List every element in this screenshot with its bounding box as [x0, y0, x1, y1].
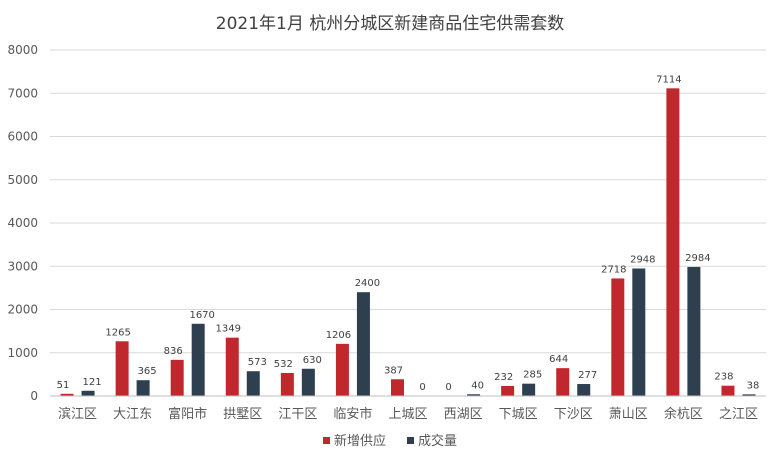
y-tick-label: 0	[30, 389, 38, 403]
bar	[632, 268, 646, 396]
bar	[136, 380, 150, 396]
chart-title: 2021年1月 杭州分城区新建商品住宅供需套数	[216, 14, 564, 34]
y-tick-label: 3000	[7, 259, 38, 273]
x-tick-label: 大江东	[113, 407, 152, 422]
x-tick-label: 滨江区	[58, 406, 97, 422]
bar	[191, 323, 205, 396]
bar	[301, 368, 315, 396]
data-label: 836	[164, 346, 183, 357]
data-label: 277	[578, 370, 597, 381]
data-label: 2400	[355, 278, 380, 289]
x-tick-label: 上城区	[388, 407, 427, 422]
data-label: 2984	[685, 253, 710, 264]
x-tick-label: 临安市	[333, 406, 372, 422]
data-label: 2718	[601, 264, 626, 275]
bar	[356, 292, 370, 396]
data-label: 2948	[630, 254, 655, 265]
bar	[81, 390, 95, 396]
y-tick-label: 6000	[7, 130, 38, 144]
data-label: 1670	[189, 310, 214, 321]
legend-label: 成交量	[418, 433, 457, 449]
x-tick-label: 下沙区	[554, 407, 593, 422]
bar	[501, 385, 515, 396]
data-label: 285	[523, 370, 542, 381]
x-tick-label: 江干区	[278, 407, 317, 422]
x-tick-label: 富阳市	[168, 406, 207, 422]
bar	[577, 384, 591, 396]
x-tick-label: 拱墅区	[223, 407, 262, 422]
bar	[225, 337, 239, 396]
data-label: 1265	[105, 327, 130, 338]
bar	[280, 372, 294, 396]
data-label: 232	[494, 372, 513, 383]
bar	[556, 368, 570, 396]
data-label: 387	[384, 365, 403, 376]
bar	[687, 266, 701, 396]
data-label: 1206	[326, 330, 351, 341]
data-label: 121	[82, 377, 101, 388]
data-label: 365	[138, 366, 157, 377]
data-label: 38	[747, 380, 760, 391]
y-tick-label: 4000	[7, 216, 38, 230]
data-label: 644	[549, 354, 568, 365]
bar	[115, 341, 129, 396]
bar	[611, 278, 625, 396]
bar	[170, 359, 184, 396]
data-label: 0	[445, 382, 451, 393]
y-tick-label: 2000	[7, 303, 38, 317]
bar	[666, 88, 680, 396]
data-label: 573	[248, 357, 267, 368]
data-label: 51	[57, 380, 70, 391]
data-label: 40	[471, 380, 484, 391]
x-tick-label: 下城区	[499, 407, 538, 422]
bar	[335, 343, 349, 396]
data-label: 0	[419, 382, 425, 393]
bar	[742, 394, 756, 396]
y-tick-label: 7000	[7, 86, 38, 100]
data-label: 630	[303, 355, 322, 366]
bar	[522, 383, 536, 396]
bar	[391, 379, 404, 396]
bar	[721, 385, 735, 396]
legend-swatch	[407, 437, 414, 444]
data-label: 238	[714, 372, 733, 383]
data-label: 7114	[656, 74, 681, 85]
bar	[246, 371, 260, 396]
legend-swatch	[323, 437, 330, 444]
x-tick-label: 萧山区	[609, 407, 648, 422]
bar	[60, 393, 74, 396]
legend-label: 新增供应	[334, 433, 386, 449]
data-label: 532	[274, 359, 293, 370]
x-tick-label: 余杭区	[664, 406, 703, 422]
data-label: 1349	[216, 324, 241, 335]
y-tick-label: 5000	[7, 173, 38, 187]
y-tick-label: 8000	[7, 43, 38, 57]
x-tick-label: 西湖区	[444, 407, 483, 422]
y-tick-label: 1000	[7, 346, 38, 360]
bar	[467, 394, 481, 396]
x-tick-label: 之江区	[719, 407, 758, 422]
legend: 新增供应 成交量	[323, 433, 457, 449]
